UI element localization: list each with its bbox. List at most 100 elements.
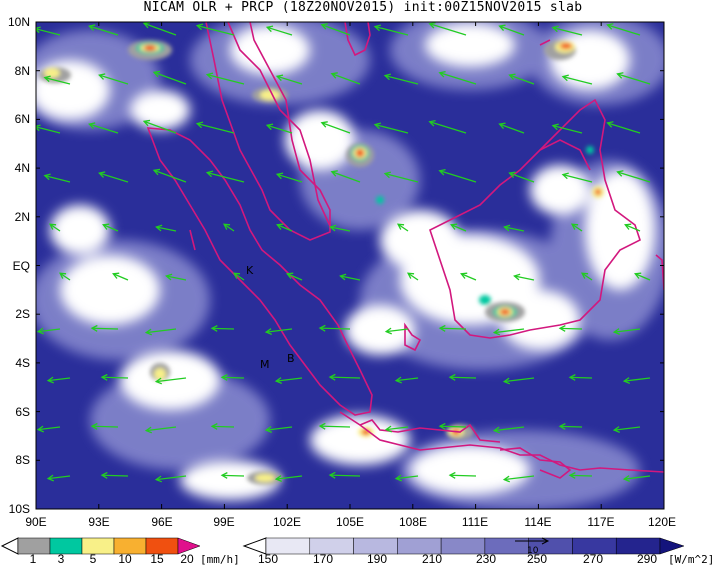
wind-arrow [286,272,303,281]
lon-label-99e: 99E [213,515,235,529]
precip-tick-10: 10 [118,552,132,566]
wind-arrow [43,75,71,85]
wind-arrow [612,426,641,433]
wind-arrow [152,70,187,85]
olr-colorbar-high-end [659,537,685,555]
wind-arrow [448,471,477,479]
wind-arrow [265,123,293,134]
wind-arrow [438,70,477,85]
wind-arrow [328,471,361,479]
wind-arrow [622,475,651,482]
wind-arrow [438,168,477,183]
lat-label-4n: 4N [14,161,30,175]
wind-arrow [165,273,187,281]
wind-arrow [205,72,245,85]
wind-arrow [568,374,593,381]
wind-arrow [448,373,477,381]
wind-arrow [205,170,245,183]
lat-label-6n: 6N [14,112,30,126]
lon-label-108e: 108E [398,515,428,529]
wind-arrow [320,121,351,134]
precip-tick-1: 1 [29,552,37,566]
wind-arrow [265,25,293,36]
wind-arrow [318,324,351,332]
place-marker-k: K [246,264,254,277]
wind-arrow [275,172,303,183]
wind-arrow [558,423,583,430]
wind-arrow [36,327,61,335]
wind-arrow [98,73,129,85]
wind-vectors [36,22,651,483]
wind-arrow [396,223,409,232]
precip-tick-15: 15 [150,552,164,566]
wind-arrow [90,422,119,430]
wind-arrow [154,475,187,483]
wind-arrow [612,328,641,335]
wind-arrow [634,272,651,281]
wind-arrow [513,273,535,281]
wind-arrow [428,119,467,134]
lat-label-2n: 2N [14,210,30,224]
wind-arrow [502,475,535,483]
wind-arrow [152,168,187,183]
place-markers: K M B [246,264,295,371]
lat-label-8n: 8N [14,64,30,78]
place-marker-b: B [287,352,295,365]
lat-label-2s: 2S [15,307,30,321]
wind-arrow [508,171,535,183]
wind-arrow [383,171,419,183]
olr-tick-250: 250 [526,552,548,566]
wind-arrow [561,74,593,85]
lat-label-eq: EQ [12,259,30,273]
wind-arrow [551,25,583,36]
lat-label-10s: 10S [8,502,30,516]
olr-tick-230: 230 [475,552,497,566]
wind-arrow [320,23,351,36]
lon-label-102e: 102E [272,515,302,529]
olr-tick-210: 210 [421,552,443,566]
reference-vector-label: 10 [527,546,539,556]
wind-arrow [274,475,303,482]
wind-arrow [210,325,235,332]
wind-arrow [100,471,129,479]
wind-arrow [606,23,641,36]
wind-arrow [210,423,235,430]
wind-arrow [373,24,409,36]
wind-arrow [330,72,361,85]
wind-arrow [142,22,177,36]
wind-arrow [428,22,467,36]
precip-tick-5: 5 [89,552,97,566]
wind-arrow [276,223,293,232]
wind-arrow [220,374,245,381]
wind-arrow [48,223,61,232]
wind-arrow [498,24,525,36]
lon-label-120e: 120E [647,515,677,529]
wind-arrow [36,425,61,433]
wind-arrow [274,377,303,384]
map-title: NICAM OLR + PRCP (18Z20NOV2015) init:00Z… [143,0,583,15]
wind-arrow [570,223,583,232]
wind-arrow [195,23,235,36]
wind-arrow [561,172,593,183]
wind-arrow [222,223,235,232]
wind-arrow [98,171,129,183]
olr-tick-170: 170 [312,552,334,566]
wind-arrow [88,122,119,134]
reference-vector: 10 [515,537,550,556]
wind-arrow [498,122,525,134]
precip-colorbar-high-end [177,537,201,555]
olr-colorbar [242,537,685,555]
wind-arrow [155,224,177,232]
wind-arrow [264,426,293,433]
lon-label-114e: 114E [524,515,552,529]
precip-tick-20: 20 [180,552,194,566]
axis-ticks [35,21,665,510]
wind-arrow [384,327,409,335]
wind-arrow [195,121,235,134]
wind-arrow [438,422,467,430]
wind-arrow [144,426,177,434]
coastlines [146,22,664,479]
wind-arrow [383,73,419,85]
wind-arrow [58,272,71,281]
